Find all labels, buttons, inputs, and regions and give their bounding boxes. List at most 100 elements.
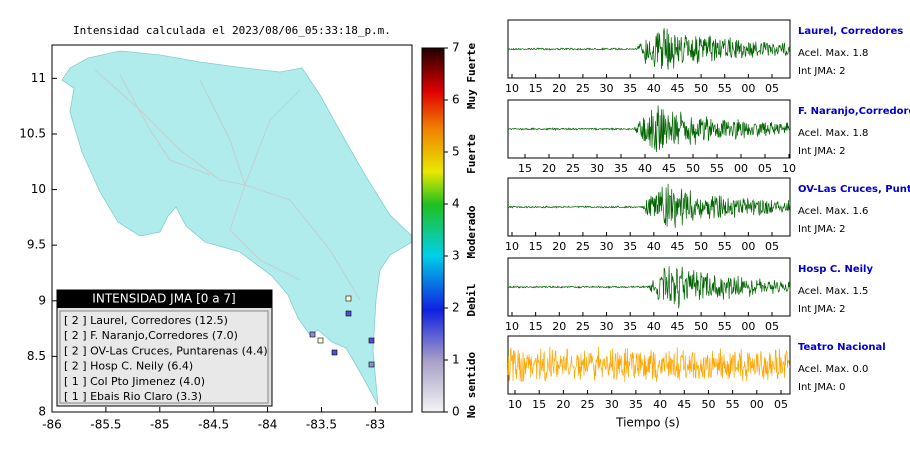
intensity-label: No sentido xyxy=(465,352,478,419)
jma-intensity: Int JMA: 0 xyxy=(798,382,846,393)
x-tick-label: -84 xyxy=(258,418,278,432)
time-tick-label: 15 xyxy=(529,240,543,253)
station-name: Hosp C. Neily xyxy=(798,264,873,275)
time-tick-label: 45 xyxy=(662,162,676,175)
colorbar-tick-label: 5 xyxy=(452,145,460,159)
time-tick-label: 05 xyxy=(765,320,779,333)
time-tick-label: 55 xyxy=(710,162,724,175)
legend-header xyxy=(57,290,272,308)
time-tick-label: 45 xyxy=(670,320,684,333)
time-tick-label: 40 xyxy=(647,240,661,253)
time-tick-label: 35 xyxy=(629,398,643,411)
waveform xyxy=(507,28,791,70)
time-tick-label: 00 xyxy=(734,162,748,175)
time-tick-label: 25 xyxy=(576,320,590,333)
time-tick-label: 20 xyxy=(542,162,556,175)
colorbar-tick-label: 1 xyxy=(452,353,460,367)
station-name: OV-Las Cruces, Puntar xyxy=(798,184,910,195)
land xyxy=(61,50,413,406)
time-tick-label: 20 xyxy=(552,320,566,333)
time-tick-label: 25 xyxy=(576,82,590,95)
time-tick-label: 35 xyxy=(614,162,628,175)
time-tick-label: 20 xyxy=(552,82,566,95)
time-tick-label: 25 xyxy=(576,240,590,253)
time-tick-label: 35 xyxy=(623,240,637,253)
y-tick-label: 9 xyxy=(38,293,46,307)
time-tick-label: 40 xyxy=(647,320,661,333)
legend-item: [ 2 ] Hosp C. Neily (6.4) xyxy=(64,360,193,373)
waveform xyxy=(507,346,791,383)
stations xyxy=(309,295,375,368)
time-tick-label: 50 xyxy=(694,240,708,253)
intensity-label: Muy Fuerte xyxy=(465,43,478,110)
legend-title: INTENSIDAD JMA [0 a 7] xyxy=(92,292,235,306)
x-axis-label: Tiempo (s) xyxy=(615,416,680,430)
colorbar xyxy=(421,47,445,413)
y-tick-label: 8 xyxy=(38,405,46,419)
intensity-label: Fuerte xyxy=(465,134,478,174)
time-tick-label: 35 xyxy=(623,82,637,95)
x-tick-label: -84.5 xyxy=(198,418,229,432)
time-tick-label: 20 xyxy=(556,398,570,411)
x-tick-label: -85 xyxy=(150,418,170,432)
time-tick-label: 15 xyxy=(529,320,543,333)
jma-intensity: Int JMA: 2 xyxy=(798,66,846,77)
max-acceleration: Acel. Max. 1.8 xyxy=(798,48,868,59)
time-tick-label: 45 xyxy=(677,398,691,411)
time-tick-label: 05 xyxy=(765,82,779,95)
time-tick-label: 55 xyxy=(718,240,732,253)
time-tick-label: 05 xyxy=(765,240,779,253)
time-tick-label: 25 xyxy=(581,398,595,411)
intensity-label: Debil xyxy=(465,283,478,316)
time-tick-label: 50 xyxy=(694,320,708,333)
time-tick-label: 10 xyxy=(505,240,519,253)
time-tick-label: 00 xyxy=(750,398,764,411)
waveform xyxy=(507,105,791,153)
time-tick-label: 40 xyxy=(653,398,667,411)
x-tick-label: -83.5 xyxy=(306,418,337,432)
time-tick-label: 55 xyxy=(718,82,732,95)
jma-intensity: Int JMA: 2 xyxy=(798,224,846,235)
legend-item: [ 2 ] F. Naranjo,Corredores (7.0) xyxy=(64,329,238,342)
time-tick-label: 15 xyxy=(532,398,546,411)
max-acceleration: Acel. Max. 1.5 xyxy=(798,286,868,297)
time-tick-label: 55 xyxy=(726,398,740,411)
time-tick-label: 30 xyxy=(590,162,604,175)
time-tick-label: 00 xyxy=(741,240,755,253)
legend-item: [ 2 ] Laurel, Corredores (12.5) xyxy=(64,314,228,327)
station-name: F. Naranjo,Corredores xyxy=(798,106,910,117)
time-tick-label: 15 xyxy=(529,82,543,95)
time-tick-label: 10 xyxy=(782,162,796,175)
jma-intensity: Int JMA: 2 xyxy=(798,304,846,315)
x-tick-label: -86 xyxy=(42,418,62,432)
time-tick-label: 55 xyxy=(718,320,732,333)
y-tick-label: 11 xyxy=(31,71,46,85)
max-acceleration: Acel. Max. 1.6 xyxy=(798,206,868,217)
time-tick-label: 40 xyxy=(638,162,652,175)
time-tick-label: 10 xyxy=(505,320,519,333)
time-tick-label: 30 xyxy=(605,398,619,411)
roads xyxy=(94,69,361,301)
station-name: Laurel, Corredores xyxy=(798,26,903,37)
colorbar-tick-label: 2 xyxy=(452,301,460,315)
station-name: Teatro Nacional xyxy=(798,342,886,353)
time-tick-label: 00 xyxy=(741,320,755,333)
time-tick-label: 50 xyxy=(686,162,700,175)
jma-intensity: Int JMA: 2 xyxy=(798,146,846,157)
time-tick-label: 35 xyxy=(623,320,637,333)
colorbar-tick-label: 6 xyxy=(452,93,460,107)
colorbar-tick-label: 4 xyxy=(452,197,460,211)
time-tick-label: 10 xyxy=(505,82,519,95)
y-tick-label: 10.5 xyxy=(19,126,46,140)
time-tick-label: 30 xyxy=(600,240,614,253)
time-tick-label: 45 xyxy=(670,240,684,253)
colorbar-tick-label: 3 xyxy=(452,249,460,263)
time-tick-label: 50 xyxy=(701,398,715,411)
time-tick-label: 50 xyxy=(694,82,708,95)
x-tick-label: -83 xyxy=(366,418,386,432)
time-tick-label: 25 xyxy=(566,162,580,175)
time-tick-label: 45 xyxy=(670,82,684,95)
y-tick-label: 10 xyxy=(31,182,46,196)
colorbar-tick-label: 7 xyxy=(452,41,460,55)
legend-item: [ 2 ] OV-Las Cruces, Puntarenas (4.4) xyxy=(64,344,268,357)
